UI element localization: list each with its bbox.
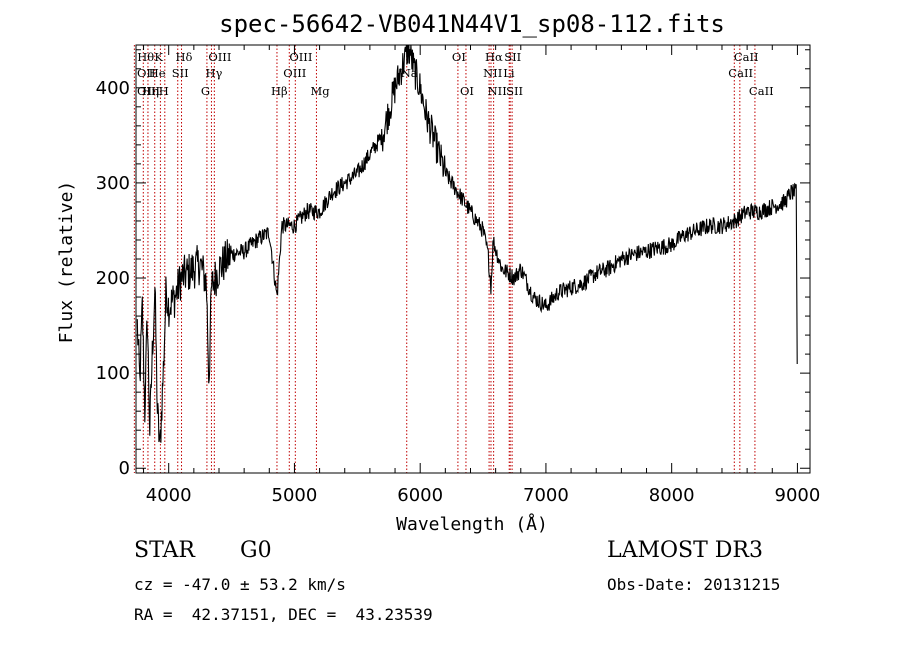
line-label: Hβ	[271, 84, 288, 98]
y-tick-label: 300	[96, 173, 130, 194]
line-label: He	[149, 66, 166, 80]
spectral-line-markers	[133, 45, 756, 473]
line-label: Na	[401, 66, 418, 80]
obs-date-text: Obs-Date: 20131215	[607, 575, 781, 594]
spectrum-series-line	[136, 44, 798, 443]
line-label: OI	[460, 84, 474, 98]
line-label: Hδ	[176, 50, 193, 64]
x-tick-label: 6000	[397, 485, 443, 506]
velocity-text: cz = -47.0 ± 53.2 km/s	[134, 575, 346, 594]
line-label: K	[154, 50, 163, 64]
y-tick-label: 0	[119, 458, 130, 479]
axis-ticks: 4000 5000 6000 7000 8000 9000 0 100 200 300 400	[96, 45, 821, 506]
line-label: NII	[483, 66, 502, 80]
line-label: Hα	[485, 50, 503, 64]
y-tick-label: 200	[96, 268, 130, 289]
plot-frame	[135, 44, 811, 474]
x-tick-label: 7000	[523, 485, 569, 506]
line-label: CaII	[749, 84, 774, 98]
survey-label: LAMOST DR3	[607, 538, 763, 563]
line-label: Hη	[142, 84, 159, 98]
y-axis-label: Flux (relative)	[56, 181, 77, 344]
y-tick-label: 100	[96, 363, 130, 384]
x-axis-label: Wavelength (Å)	[396, 513, 548, 535]
coordinates-text: RA = 42.37151, DEC = 43.23539	[134, 605, 433, 624]
line-label: NII	[488, 84, 507, 98]
x-tick-label: 8000	[649, 485, 695, 506]
line-label: SII	[506, 84, 523, 98]
line-label: Mg	[310, 84, 330, 98]
line-label: Hθ	[137, 50, 154, 64]
chart-title: spec-56642-VB041N44V1_sp08-112.fits	[219, 10, 725, 38]
line-label: SII	[504, 50, 521, 64]
line-label: Li	[503, 66, 515, 80]
line-label: OIII	[289, 50, 312, 64]
x-tick-label: 4000	[146, 485, 192, 506]
y-tick-label: 400	[96, 78, 130, 99]
x-tick-label: 5000	[272, 485, 318, 506]
x-tick-label: 9000	[775, 485, 821, 506]
line-label: H	[159, 84, 169, 98]
line-label: Hγ	[205, 66, 222, 80]
line-label: OIII	[208, 50, 231, 64]
line-label: OIII	[283, 66, 306, 80]
class-label: STAR	[134, 538, 195, 563]
subclass-label: G0	[240, 538, 272, 563]
line-label: OII	[137, 66, 156, 80]
line-label: OI	[452, 50, 466, 64]
line-label: CaII	[734, 50, 759, 64]
line-label: CaII	[728, 66, 753, 80]
line-label: G	[201, 84, 210, 98]
line-label: SII	[172, 66, 189, 80]
